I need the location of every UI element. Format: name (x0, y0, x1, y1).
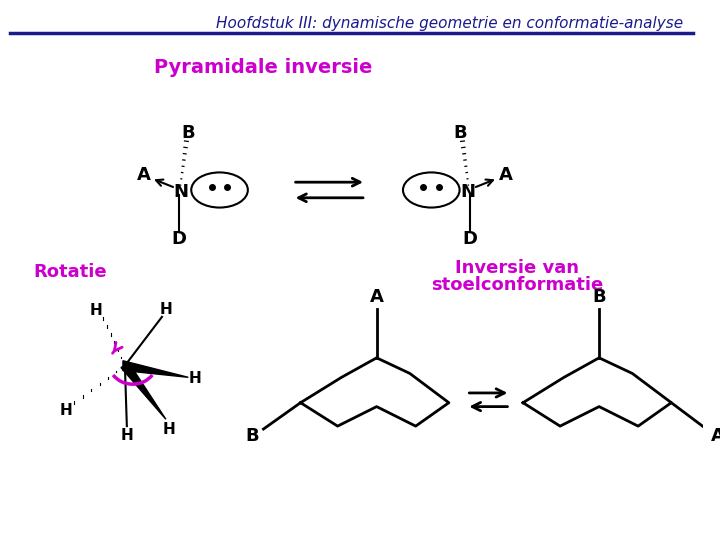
Text: H: H (163, 422, 175, 436)
Text: A: A (137, 166, 150, 184)
Text: A: A (711, 427, 720, 445)
Text: H: H (89, 303, 102, 319)
Text: H: H (60, 403, 73, 418)
Ellipse shape (403, 172, 459, 207)
Text: B: B (593, 288, 606, 306)
Text: D: D (171, 230, 186, 248)
Text: Hoofdstuk III: dynamische geometrie en conformatie-analyse: Hoofdstuk III: dynamische geometrie en c… (216, 16, 683, 31)
Text: B: B (245, 427, 258, 445)
Text: H: H (160, 301, 172, 316)
Text: Pyramidale inversie: Pyramidale inversie (154, 58, 373, 77)
Text: D: D (463, 230, 478, 248)
Text: H: H (189, 371, 202, 386)
Text: B: B (181, 124, 195, 143)
Polygon shape (123, 361, 189, 377)
Text: H: H (120, 428, 133, 443)
Text: A: A (498, 166, 513, 184)
Text: A: A (369, 288, 384, 306)
Text: B: B (454, 124, 467, 143)
Ellipse shape (192, 172, 248, 207)
Text: N: N (461, 183, 476, 201)
Text: stoelconformatie: stoelconformatie (431, 275, 603, 294)
Text: N: N (173, 183, 188, 201)
Text: Inversie van: Inversie van (455, 259, 579, 277)
Text: Rotatie: Rotatie (33, 263, 107, 281)
Polygon shape (121, 363, 166, 419)
